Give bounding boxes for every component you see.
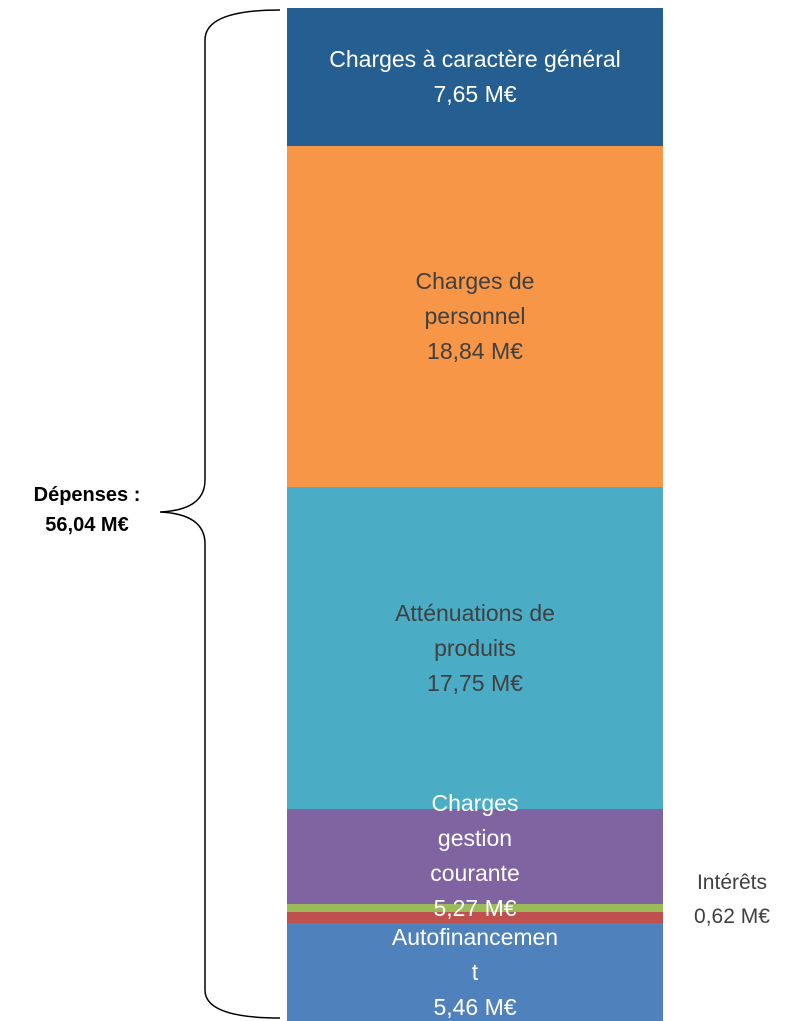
bar-segment xyxy=(287,487,663,809)
bar-segment xyxy=(287,808,663,905)
bar-segment xyxy=(287,904,663,913)
total-annotation: Dépenses : 56,04 M€ xyxy=(33,484,141,536)
segment-name: Intérêts xyxy=(696,871,768,894)
bar-segment xyxy=(287,8,663,147)
bar-segment xyxy=(287,146,663,488)
bar-segment xyxy=(287,923,663,1021)
segment-value-label: 0,62 M€ xyxy=(694,905,770,928)
bar-segment xyxy=(287,912,663,924)
side-label: Intérêts 0,62 M€ xyxy=(672,866,792,934)
brace xyxy=(159,9,281,1019)
